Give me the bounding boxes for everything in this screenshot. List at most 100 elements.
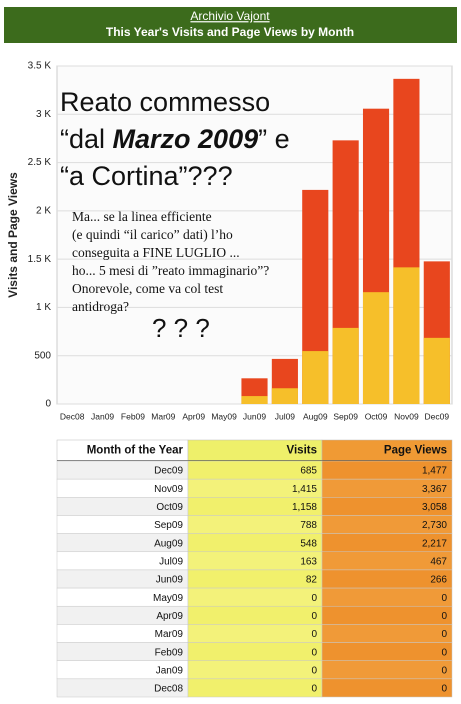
bar: [302, 351, 329, 404]
cell-text: Sep09: [154, 520, 183, 531]
table-cell: [321, 587, 453, 607]
cell-text: Jun09: [156, 575, 184, 586]
cell-text: 685: [300, 466, 317, 477]
note-line: (e quindi “il carico” dati) l’ho: [72, 227, 233, 242]
header-title: This Year's Visits and Page Views by Mon…: [106, 25, 354, 39]
y-tick-label: 1 K: [36, 302, 51, 313]
column-header: Visits: [287, 445, 317, 457]
table-cell: [321, 605, 453, 625]
cell-text: 0: [441, 629, 447, 640]
cell-text: Dec09: [154, 466, 183, 477]
cell-text: 3,367: [422, 484, 447, 495]
y-tick-label: 3.5 K: [28, 61, 52, 72]
cell-text: Nov09: [154, 484, 183, 495]
x-tick-label: Apr09: [182, 411, 205, 421]
y-tick-label: 500: [34, 350, 51, 361]
column-header: Month of the Year: [87, 445, 184, 457]
table-cell: [321, 642, 453, 661]
headline-part: “dal: [60, 124, 113, 154]
cell-text: Apr09: [156, 611, 183, 622]
cell-text: Oct09: [156, 502, 183, 513]
headline: Reato commesso “dal Marzo 2009” e “a Cor…: [60, 87, 290, 191]
table-cell: [187, 624, 323, 643]
cell-text: Aug09: [154, 538, 183, 549]
note: Ma... se la linea efficiente (e quindi “i…: [72, 209, 269, 314]
cell-text: 1,477: [422, 466, 447, 477]
bar: [393, 267, 420, 404]
cell-text: 548: [300, 538, 317, 549]
headline-line: “dal Marzo 2009” e: [60, 124, 290, 154]
note-line: Onorevole, come va col test: [72, 281, 223, 296]
x-tick-label: Oct09: [365, 411, 388, 421]
table-cell: [187, 587, 323, 607]
table-cell: [321, 660, 453, 680]
table-cell: [321, 624, 453, 643]
header-bar: [4, 7, 457, 43]
cell-text: Feb09: [155, 647, 184, 658]
cell-text: 0: [441, 684, 447, 695]
cell-text: 0: [311, 629, 317, 640]
bar: [241, 396, 268, 404]
cell-text: 266: [430, 575, 447, 586]
x-tick-label: Jan09: [91, 411, 114, 421]
y-tick-label: 2.5 K: [28, 157, 52, 168]
x-tick-label: Jul09: [275, 411, 296, 421]
y-tick-label: 1.5 K: [28, 254, 52, 265]
plot: 0 500 1 K 1.5 K 2 K 2.5 K 3 K 3.5 K Dec08 Jan09 Fe…: [28, 61, 452, 421]
cell-text: 82: [306, 575, 318, 586]
cell-text: 0: [441, 611, 447, 622]
note-line: conseguita a FINE LUGLIO ...: [72, 245, 240, 260]
x-tick-label: Jun09: [243, 411, 266, 421]
bar: [332, 327, 359, 404]
note-line: ho... 5 mesi di ”reato immaginario”?: [72, 263, 269, 278]
header-link[interactable]: Archivio Vajont: [190, 9, 270, 23]
question-marks: ? ? ?: [152, 313, 210, 343]
x-tick-label: Sep09: [333, 411, 358, 421]
cell-text: 1,158: [292, 502, 317, 513]
x-tick-label: Mar09: [151, 411, 175, 421]
table-cell: [187, 569, 323, 589]
cell-text: 0: [311, 684, 317, 695]
cell-text: 3,058: [422, 502, 447, 513]
headline-part: ” e: [258, 124, 290, 154]
cell-text: 0: [441, 593, 447, 604]
bar: [423, 337, 450, 404]
x-tick-label: May09: [211, 411, 237, 421]
cell-text: 2,217: [422, 538, 447, 549]
cell-text: 0: [311, 611, 317, 622]
y-tick-label: 3 K: [36, 109, 51, 120]
column-header: Page Views: [384, 445, 447, 457]
table: Month of the Year Visits Page Views Dec09 68…: [56, 439, 453, 698]
cell-text: 0: [441, 647, 447, 658]
x-tick-label: Aug09: [303, 411, 328, 421]
table-cell: [187, 678, 323, 698]
y-tick-label: 0: [45, 399, 51, 410]
cell-text: 0: [311, 593, 317, 604]
cell-text: May09: [153, 593, 183, 604]
headline-emphasis: Marzo 2009: [113, 124, 259, 154]
x-tick-label: Dec08: [60, 411, 85, 421]
headline-line: “a Cortina”???: [60, 161, 233, 191]
cell-text: 1,415: [292, 484, 317, 495]
table-cell: [321, 678, 453, 698]
cell-text: 0: [311, 665, 317, 676]
cell-text: 163: [300, 556, 317, 567]
cell-text: 0: [441, 665, 447, 676]
note-line: antidroga?: [72, 299, 129, 314]
table-cell: [187, 660, 323, 680]
note-line: Ma... se la linea efficiente: [72, 209, 212, 224]
table-cell: [187, 605, 323, 625]
bar: [271, 388, 298, 404]
cell-text: Dec08: [154, 684, 183, 695]
cell-text: 788: [300, 520, 317, 531]
bar: [362, 292, 390, 404]
x-tick-label: Feb09: [121, 411, 145, 421]
cell-text: Jan09: [156, 665, 184, 676]
x-tick-label: Nov09: [394, 411, 419, 421]
cell-text: Jul09: [159, 556, 183, 567]
y-tick-label: 2 K: [36, 205, 51, 216]
x-tick-label: Dec09: [425, 411, 450, 421]
cell-text: Mar09: [155, 629, 184, 640]
y-axis-label: Visits and Page Views: [6, 172, 20, 298]
